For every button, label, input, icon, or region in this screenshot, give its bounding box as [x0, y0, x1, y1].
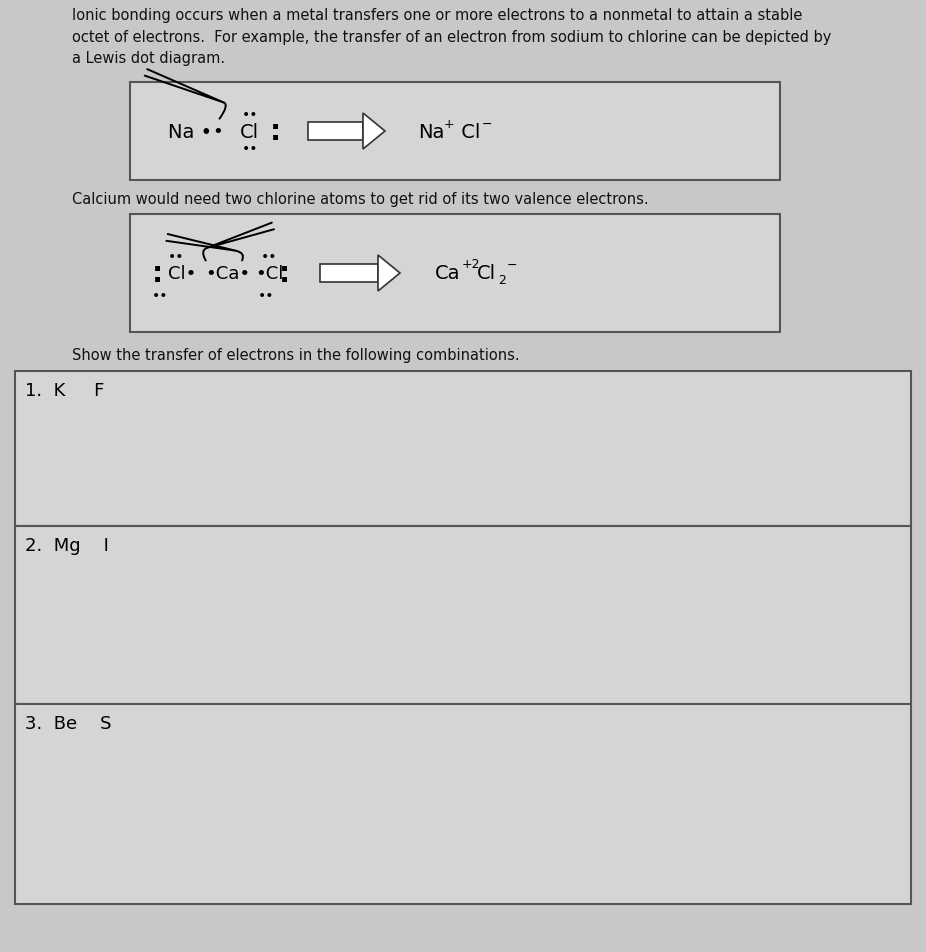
Text: Cl•: Cl• [168, 265, 196, 283]
Text: ••: •• [242, 108, 258, 122]
Text: Cl: Cl [455, 123, 481, 141]
Text: −: − [482, 117, 493, 130]
Bar [130, 83, 780, 181]
Bar [308, 123, 363, 141]
Text: ••: •• [168, 249, 184, 264]
Text: :: : [270, 118, 282, 146]
Text: •Ca•: •Ca• [205, 265, 250, 283]
Text: :: : [279, 260, 290, 288]
Bar [15, 371, 911, 526]
Text: −: − [507, 258, 518, 271]
Text: ••: •• [242, 142, 258, 156]
Text: 3.  Be    S: 3. Be S [25, 714, 111, 732]
Bar [15, 526, 911, 704]
Text: Na: Na [418, 123, 444, 141]
Text: +: + [444, 117, 455, 130]
Text: ••: •• [258, 288, 274, 303]
Text: :: : [152, 260, 163, 288]
Text: 1.  K     F: 1. K F [25, 382, 105, 400]
Text: Ionic bonding occurs when a metal transfers one or more electrons to a nonmetal : Ionic bonding occurs when a metal transf… [72, 8, 832, 66]
Bar [130, 215, 780, 332]
Polygon shape [363, 114, 385, 149]
Bar [15, 704, 911, 904]
Text: •Cl: •Cl [255, 265, 283, 283]
Text: Cl: Cl [477, 265, 496, 283]
Text: Calcium would need two chlorine atoms to get rid of its two valence electrons.: Calcium would need two chlorine atoms to… [72, 191, 648, 207]
Text: Show the transfer of electrons in the following combinations.: Show the transfer of electrons in the fo… [72, 347, 519, 363]
Text: •: • [213, 123, 223, 141]
Text: +2: +2 [462, 258, 481, 271]
Text: Cl: Cl [240, 123, 259, 141]
Text: Na •: Na • [168, 123, 212, 141]
Text: 2: 2 [498, 274, 506, 288]
Text: 2.  Mg    I: 2. Mg I [25, 536, 109, 554]
Text: ••: •• [261, 249, 278, 264]
Text: ••: •• [152, 288, 169, 303]
Text: Ca: Ca [435, 265, 460, 283]
Polygon shape [378, 256, 400, 291]
Bar [320, 265, 378, 283]
